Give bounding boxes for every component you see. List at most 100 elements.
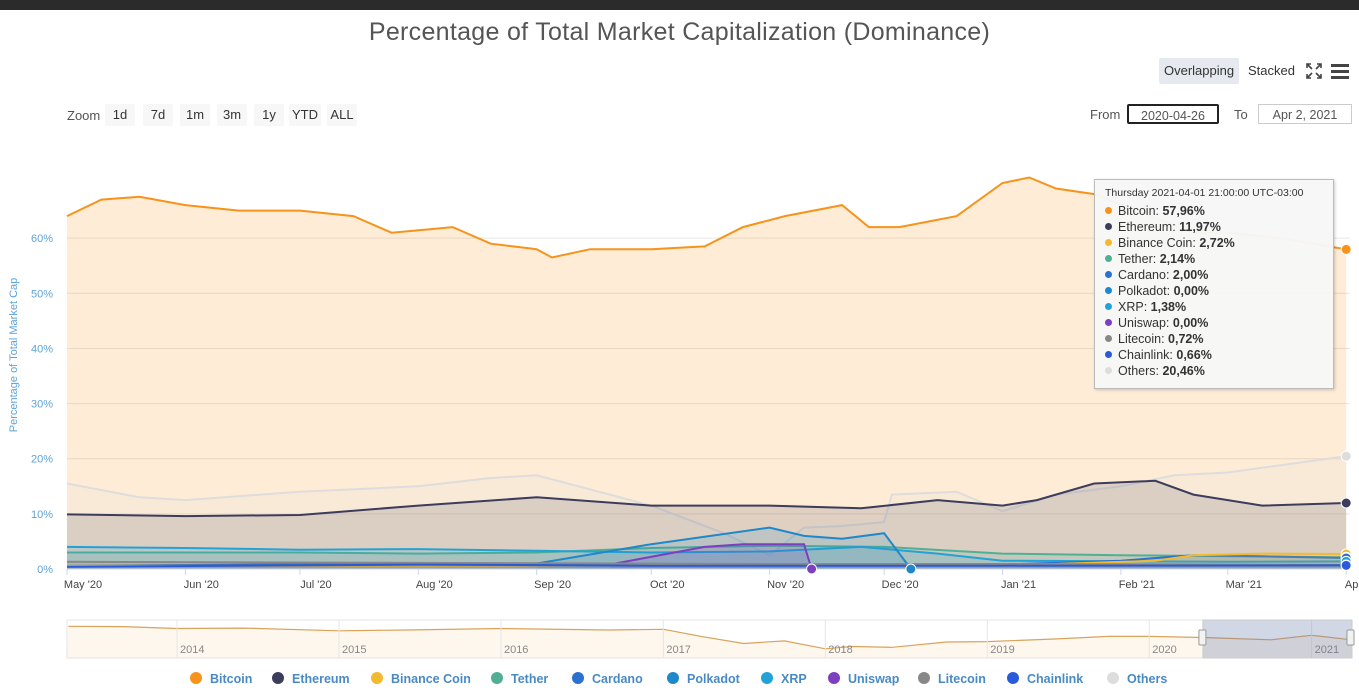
fullscreen-icon[interactable] — [1303, 60, 1325, 82]
navigator-area — [67, 626, 1352, 658]
legend-item-ethereum[interactable]: Ethereum — [272, 672, 350, 686]
uniswap-marker — [806, 563, 818, 575]
legend-item-tether[interactable]: Tether — [491, 672, 548, 686]
tooltip-series-value: 0,66% — [1176, 348, 1212, 362]
navigator: 2014 2015 2016 2017 2018 2019 2020 2021 — [66, 619, 1355, 659]
uniswap-line — [609, 543, 813, 570]
bitcoin-area — [67, 177, 1347, 569]
tooltip-row: Chainlink: 0,66% — [1105, 347, 1333, 363]
ethereum-area — [67, 480, 1347, 569]
chart-title: Percentage of Total Market Capitalizatio… — [368, 18, 991, 46]
legend-label: XRP — [781, 672, 807, 686]
tooltip-row: Cardano: 2,00% — [1105, 267, 1333, 283]
legend-item-polkadot[interactable]: Polkadot — [667, 672, 740, 686]
tooltip-header: Thursday 2021-04-01 21:00:00 UTC-03:00 — [1105, 187, 1304, 199]
tooltip-row: Binance Coin: 2,72% — [1105, 235, 1333, 251]
legend-label: Polkadot — [687, 672, 740, 686]
zoom-7d-button[interactable]: 7d — [143, 104, 173, 126]
tooltip-series-name: Bitcoin: — [1118, 204, 1163, 218]
legend-label: Tether — [511, 672, 549, 686]
to-label: To — [1234, 107, 1248, 122]
x-tick-label: Dec '20 — [882, 579, 919, 591]
plot-area — [66, 176, 1347, 570]
legend-item-bitcoin[interactable]: Bitcoin — [190, 672, 252, 686]
legend-label: Uniswap — [848, 672, 900, 686]
legend-item-chainlink[interactable]: Chainlink — [1007, 672, 1083, 686]
tooltip-series-value: 57,96% — [1162, 204, 1205, 218]
x-tick-label: Jul '20 — [300, 579, 331, 591]
navigator-tick-label: 2021 — [1315, 644, 1339, 656]
tooltip-row: Uniswap: 0,00% — [1105, 315, 1333, 331]
others-area — [67, 456, 1347, 569]
legend-item-cardano[interactable]: Cardano — [572, 672, 643, 686]
y-tick-label: 60% — [31, 233, 53, 245]
x-tick-label: Mar '21 — [1226, 579, 1262, 591]
legend-symbol — [1107, 672, 1119, 684]
tooltip-series-value: 2,72% — [1199, 236, 1235, 250]
tooltip-series-name: Tether: — [1118, 252, 1160, 266]
legend-symbol — [491, 672, 503, 684]
browser-toolbar-strip — [0, 0, 1359, 10]
from-date-input[interactable]: 2020-04-26 — [1127, 104, 1219, 124]
x-tick-label: Jan '21 — [1001, 579, 1036, 591]
legend-label: Cardano — [592, 672, 643, 686]
tooltip-series-dot — [1105, 303, 1112, 310]
x-tick-label: Nov '20 — [767, 579, 804, 591]
x-axis: May '20 Jun '20 Jul '20 Aug '20 Sep '20 Oct '… — [64, 568, 1359, 591]
overlapping-mode-button[interactable]: Overlapping — [1159, 58, 1240, 84]
legend-label: Ethereum — [292, 672, 350, 686]
legend-item-uniswap[interactable]: Uniswap — [828, 672, 899, 686]
hover-markers — [806, 243, 1352, 575]
tooltip-series-name: Polkadot: — [1118, 284, 1174, 298]
y-tick-label: 50% — [31, 288, 53, 300]
tooltip-series-value: 0,00% — [1172, 316, 1209, 330]
y-tick-label: 30% — [31, 399, 53, 411]
tooltip-series-value: 0,00% — [1173, 284, 1210, 298]
x-tick-label: Jun '20 — [184, 579, 219, 591]
x-tick-label: Aug '20 — [416, 579, 453, 591]
legend-item-litecoin[interactable]: Litecoin — [918, 672, 986, 686]
navigator-left-handle[interactable] — [1198, 629, 1207, 646]
tooltip-row: Others: 20,46% — [1105, 363, 1333, 379]
y-axis: 0% 10% 20% 30% 40% 50% 60% — [31, 233, 53, 576]
x-tick-label: Oct '20 — [650, 579, 685, 591]
x-tick-label: May '20 — [64, 579, 102, 591]
tooltip-series-value: 0,72% — [1168, 332, 1204, 346]
tooltip-row: XRP: 1,38% — [1105, 299, 1333, 315]
legend-symbol — [371, 672, 383, 684]
tooltip-series-value: 20,46% — [1162, 364, 1205, 378]
tooltip-series-name: Cardano: — [1118, 268, 1173, 282]
zoom-1m-button[interactable]: 1m — [180, 104, 210, 126]
tooltip-series-dot — [1105, 319, 1112, 326]
to-date-input[interactable]: Apr 2, 2021 — [1258, 104, 1352, 124]
tooltip-row: Ethereum: 11,97% — [1105, 219, 1333, 235]
others-line — [66, 455, 1347, 557]
tooltip-series-name: Chainlink: — [1118, 348, 1177, 362]
polkadot-area — [536, 527, 911, 569]
legend-symbol — [190, 672, 202, 684]
tooltip-series-value: 2,14% — [1159, 252, 1196, 266]
litecoin-line — [66, 560, 1347, 566]
tooltip-series-dot — [1105, 239, 1112, 246]
tooltip-series-dot — [1105, 367, 1112, 374]
navigator-right-handle[interactable] — [1346, 629, 1355, 646]
tooltip-series-dot — [1105, 207, 1112, 214]
legend-item-binance-coin[interactable]: Binance Coin — [371, 672, 471, 686]
zoom-1d-button[interactable]: 1d — [105, 104, 135, 126]
stacked-mode-button[interactable]: Stacked — [1248, 63, 1295, 78]
legend-item-xrp[interactable]: XRP — [761, 672, 807, 686]
hamburger-menu-icon[interactable] — [1329, 60, 1351, 82]
zoom-3m-button[interactable]: 3m — [217, 104, 247, 126]
zoom-ytd-button[interactable]: YTD — [289, 104, 321, 126]
zoom-1y-button[interactable]: 1y — [254, 104, 284, 126]
navigator-tick-label: 2016 — [504, 644, 528, 656]
zoom-all-button[interactable]: ALL — [327, 104, 357, 126]
x-tick-label: Sep '20 — [534, 579, 571, 591]
x-tick-label: Feb '21 — [1119, 579, 1155, 591]
legend-item-others[interactable]: Others — [1107, 672, 1167, 686]
tooltip-series-dot — [1105, 271, 1112, 278]
legend-symbol — [761, 672, 773, 684]
navigator-tick-label: 2018 — [828, 644, 852, 656]
legend-symbol — [667, 672, 679, 684]
